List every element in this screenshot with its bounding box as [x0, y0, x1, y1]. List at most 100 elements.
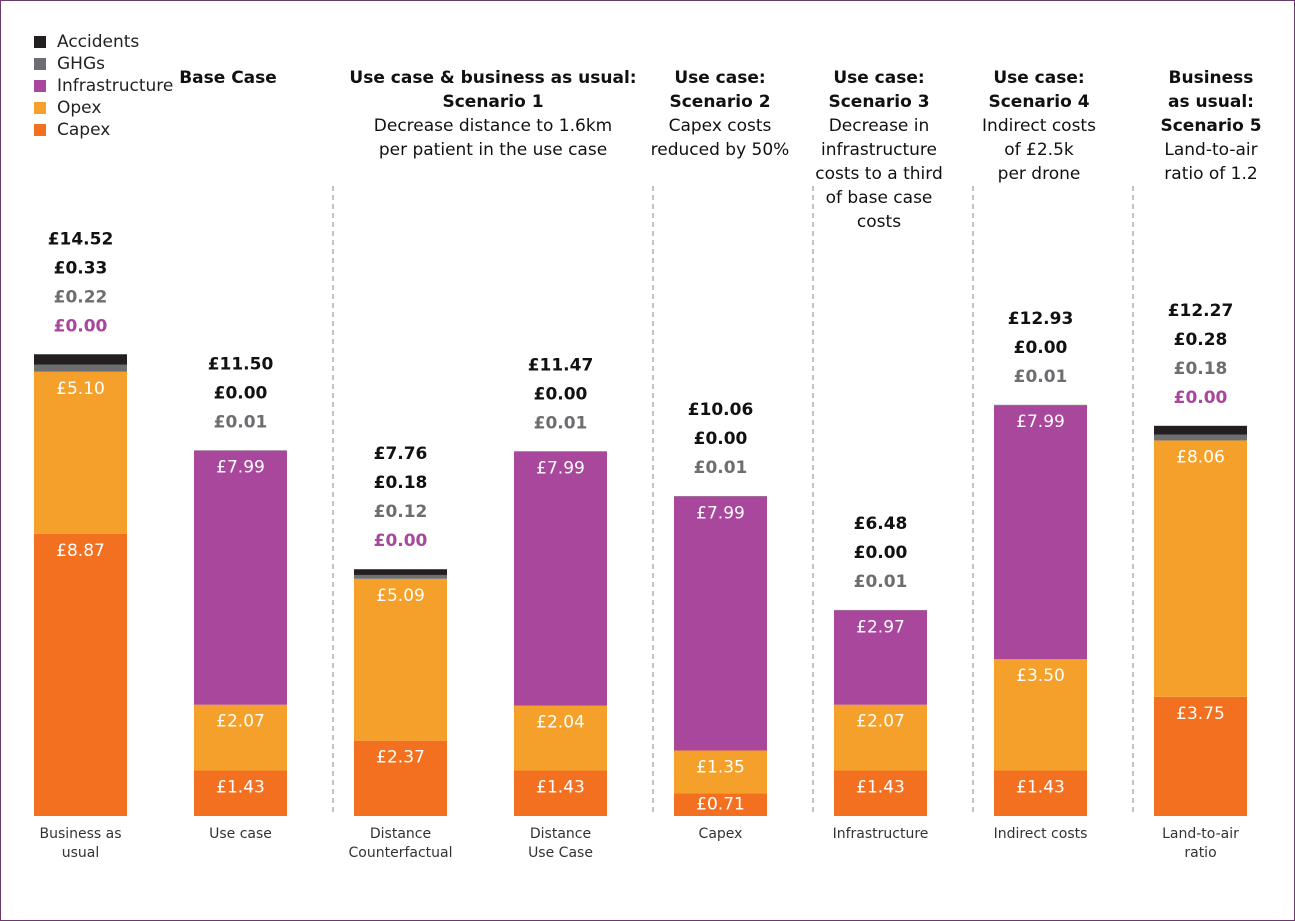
total-label: £12.27: [1168, 301, 1234, 321]
bar-segment: [674, 496, 767, 751]
bar-segment: [834, 610, 927, 705]
bar-segment: [674, 793, 767, 816]
bar-segment: [34, 364, 127, 372]
group-title: Scenario 3: [828, 92, 929, 112]
bar-segment: [1154, 425, 1247, 435]
group-title: Scenario 2: [669, 92, 770, 112]
stack-label: £0.00: [214, 383, 268, 403]
stack-label: £0.28: [1174, 330, 1228, 350]
bar-segment: [34, 533, 127, 816]
bar-segment: [994, 659, 1087, 771]
group-title: Use case:: [993, 68, 1084, 88]
bar-segment: [1154, 696, 1247, 816]
group-description: Capex costs: [669, 116, 772, 136]
segment-label: £1.43: [856, 778, 905, 798]
total-label: £14.52: [48, 229, 114, 249]
stack-label: £0.12: [374, 502, 428, 522]
bar-segment: [834, 770, 927, 816]
stack-label: £0.00: [694, 429, 748, 449]
group-title: as usual:: [1168, 92, 1254, 112]
bar-segment: [834, 704, 927, 771]
bar-segment: [354, 569, 447, 575]
legend-label: GHGs: [57, 54, 105, 74]
segment-label: £1.35: [696, 757, 745, 777]
segment-label: £1.43: [536, 778, 585, 798]
bar-segment: [194, 704, 287, 771]
segment-label: £2.97: [856, 617, 905, 637]
legend-swatch: [34, 36, 46, 48]
group-description: ratio of 1.2: [1164, 164, 1257, 184]
group-description: of base case: [826, 188, 933, 208]
x-tick-label: Land-to-air ratio: [1162, 826, 1239, 861]
segment-label: £7.99: [696, 503, 745, 523]
segment-label: £0.71: [696, 795, 745, 815]
bar-segment: [194, 770, 287, 816]
total-label: £11.47: [528, 355, 594, 375]
group-title: Use case & business as usual:: [349, 68, 636, 88]
group-description: reduced by 50%: [651, 140, 790, 160]
legend-swatch: [34, 102, 46, 114]
bar-segment: [674, 750, 767, 794]
bar-segment: [1154, 434, 1247, 441]
group-description: infrastructure: [821, 140, 937, 160]
total-label: £11.50: [208, 354, 274, 374]
stack-label: £0.18: [1174, 359, 1228, 379]
segment-label: £1.43: [216, 778, 265, 798]
stack-label: £0.00: [1014, 338, 1068, 358]
group-description: Decrease in: [829, 116, 930, 136]
segment-label: £3.75: [1176, 704, 1225, 724]
group-description: Decrease distance to 1.6km: [374, 116, 612, 136]
segment-label: £5.10: [56, 379, 105, 399]
segment-label: £8.06: [1176, 447, 1225, 467]
stack-label: £0.01: [694, 458, 748, 478]
stack-label: £0.00: [534, 384, 588, 404]
bar-segment: [994, 770, 1087, 816]
stack-label: £0.00: [374, 531, 428, 551]
group-description: per drone: [998, 164, 1081, 184]
group-description: Indirect costs: [982, 116, 1096, 136]
group-description: of £2.5k: [1004, 140, 1074, 160]
total-label: £12.93: [1008, 309, 1074, 329]
group-title: Base Case: [179, 68, 277, 88]
x-tick-label: Capex: [698, 826, 743, 842]
group-description: Land-to-air: [1164, 140, 1257, 160]
group-title: Use case:: [833, 68, 924, 88]
legend-swatch: [34, 80, 46, 92]
bar-segment: [1154, 440, 1247, 697]
group-title: Business: [1169, 68, 1254, 88]
segment-label: £7.99: [1016, 412, 1065, 432]
group-description: costs: [857, 212, 901, 232]
x-tick-label: Business as usual: [39, 826, 122, 861]
group-title: Scenario 5: [1160, 116, 1261, 136]
legend-label: Accidents: [57, 32, 139, 52]
x-tick-label: Use case: [209, 826, 272, 842]
stack-label: £0.00: [1174, 388, 1228, 408]
group-description: costs to a third: [815, 164, 942, 184]
x-tick-label: Indirect costs: [993, 826, 1088, 842]
stack-label: £0.18: [374, 473, 428, 493]
bar-segment: [354, 740, 447, 816]
group-title: Use case:: [674, 68, 765, 88]
legend-swatch: [34, 124, 46, 136]
bar-segment: [194, 450, 287, 705]
segment-label: £7.99: [536, 459, 585, 479]
legend-label: Infrastructure: [57, 76, 173, 96]
segment-label: £2.07: [856, 712, 905, 732]
segment-label: £3.50: [1016, 666, 1065, 686]
stack-label: £0.33: [54, 258, 108, 278]
stack-label: £0.01: [1014, 367, 1068, 387]
x-tick-label: Infrastructure: [832, 826, 929, 842]
x-tick-label: Distance Counterfactual: [348, 826, 453, 861]
total-label: £6.48: [854, 514, 908, 534]
legend-swatch: [34, 58, 46, 70]
legend-label: Capex: [57, 120, 110, 140]
stack-label: £0.01: [214, 412, 268, 432]
bar-segment: [514, 451, 607, 706]
group-title: Scenario 4: [988, 92, 1089, 112]
bar-segment: [354, 574, 447, 579]
segment-label: £7.99: [216, 458, 265, 478]
stack-label: £0.22: [54, 287, 108, 307]
stack-label: £0.00: [854, 543, 908, 563]
segment-label: £5.09: [376, 586, 425, 606]
